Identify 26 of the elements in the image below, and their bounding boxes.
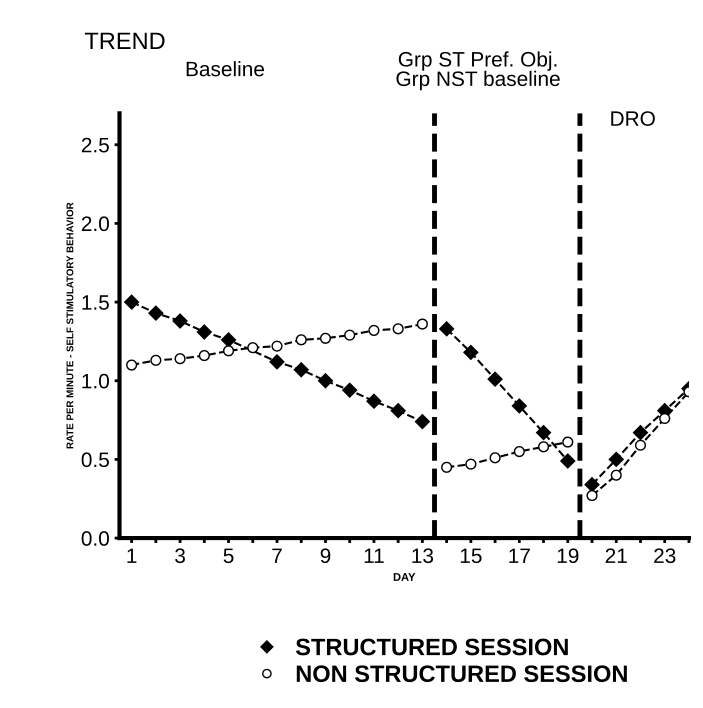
x-tick-label: 17 bbox=[509, 548, 530, 563]
y-axis-title: RATE PER MINUTE - SELF STIMULATORY BEHAVIOR bbox=[66, 202, 74, 448]
text: Baseline bbox=[186, 61, 264, 76]
x-tick-label: 3 bbox=[175, 548, 185, 564]
y-tick-label: 2.5 bbox=[82, 138, 109, 152]
annotation: DRO bbox=[611, 111, 655, 126]
y-tick-label: 1.0 bbox=[82, 374, 109, 388]
x-tick-label: 9 bbox=[320, 548, 330, 564]
x-tick-label: 11 bbox=[364, 548, 384, 563]
x-tick-label: 5 bbox=[224, 548, 234, 564]
y-tick-label: 2.0 bbox=[82, 216, 109, 232]
x-tick-label: 21 bbox=[606, 548, 627, 563]
x-tick-label: 19 bbox=[558, 548, 578, 564]
x-axis-title: DAY bbox=[394, 573, 416, 581]
chart-title: TREND bbox=[84, 32, 165, 49]
x-tick-label: 23 bbox=[654, 548, 676, 564]
x-tick-label: 15 bbox=[460, 548, 482, 564]
y-tick-label: 1.5 bbox=[82, 295, 109, 310]
text: Grp ST Pref. Obj. Grp NST baseline bbox=[396, 51, 560, 90]
x-tick-label: 7 bbox=[272, 548, 282, 563]
legend-label: NON STRUCTURED SESSION bbox=[296, 665, 627, 682]
x-tick-label: 13 bbox=[412, 548, 434, 564]
x-tick-label: 1 bbox=[127, 548, 136, 563]
legend-label: STRUCTURED SESSION bbox=[296, 638, 568, 656]
y-tick-label: 0.5 bbox=[82, 452, 109, 468]
y-tick-label: 0.0 bbox=[82, 531, 109, 546]
